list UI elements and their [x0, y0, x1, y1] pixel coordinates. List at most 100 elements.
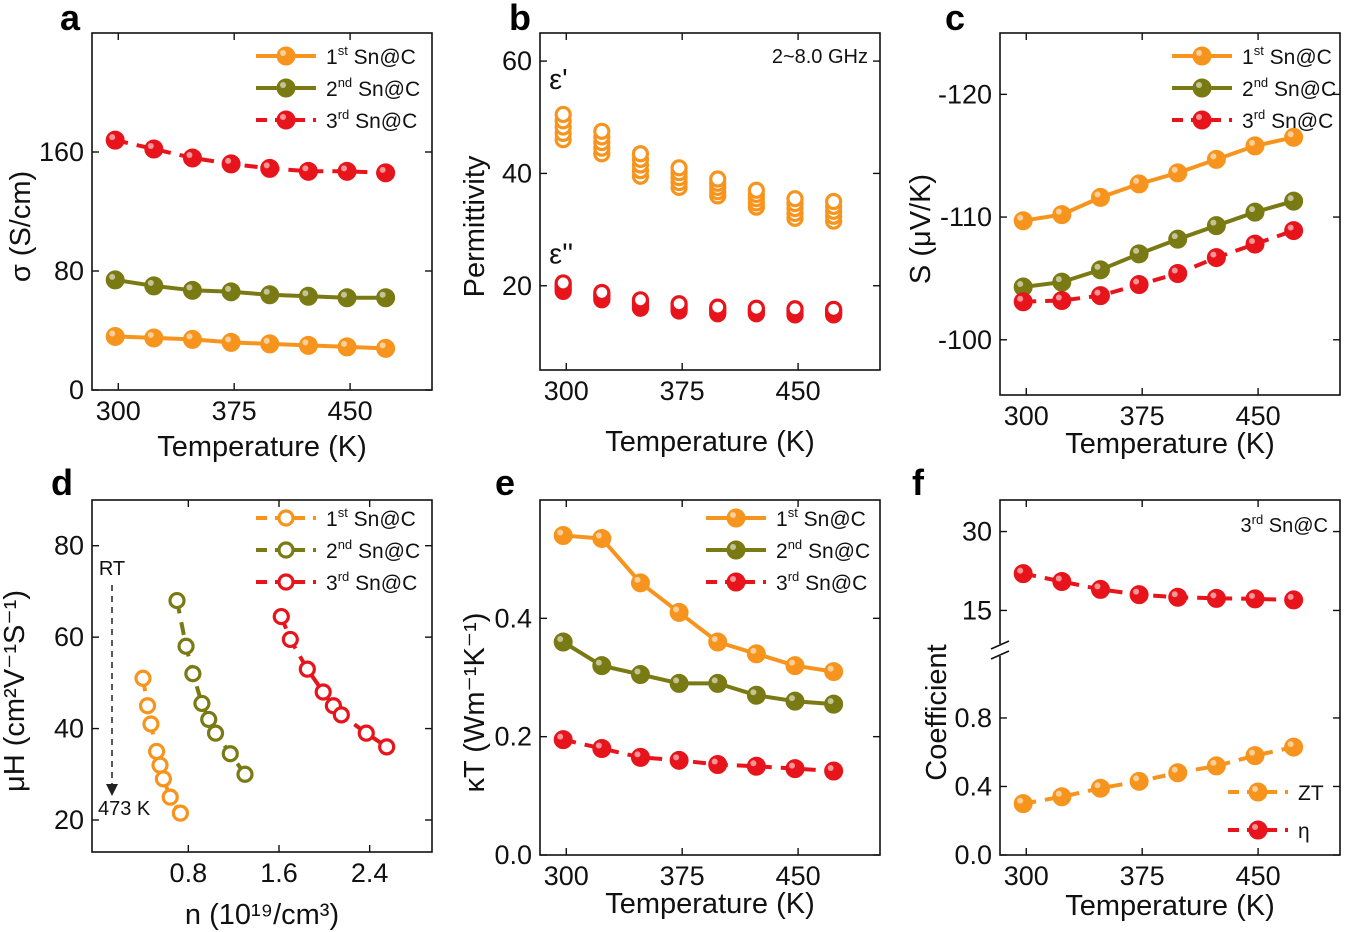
data-point-1 — [824, 662, 844, 682]
data-point-2 — [1245, 202, 1265, 222]
data-point-3 — [824, 761, 844, 781]
data-point-highlight — [1055, 294, 1062, 301]
y-tick-label: 0.0 — [494, 840, 532, 870]
data-point-3 — [1013, 292, 1033, 312]
data-point-highlight — [1287, 593, 1294, 600]
data-point-3 — [630, 747, 650, 767]
data-point-1 — [298, 335, 318, 355]
data-point-highlight — [1252, 824, 1258, 830]
data-point-η — [1284, 590, 1304, 610]
x-tick-label: 300 — [544, 861, 589, 891]
data-point-highlight — [634, 576, 641, 583]
data-point-highlight — [1210, 153, 1217, 160]
data-point-1 — [182, 329, 202, 349]
data-point-3 — [105, 130, 125, 150]
data-point-highlight — [1094, 289, 1101, 296]
data-point-3 — [332, 706, 350, 724]
data-point-highlight — [1210, 592, 1217, 599]
data-point-2 — [260, 285, 280, 305]
data-point-1 — [630, 573, 650, 593]
data-point-1 — [553, 526, 573, 545]
data-point-1 — [148, 742, 166, 761]
data-point-highlight — [730, 512, 736, 518]
x-tick-label: 375 — [1120, 861, 1165, 891]
y-tick-label: -110 — [940, 202, 992, 232]
data-point-highlight — [634, 668, 641, 675]
data-point-1 — [337, 337, 357, 357]
y-tick-label: 80 — [54, 531, 84, 561]
data-point-η — [1206, 588, 1226, 608]
data-point-highlight — [673, 606, 680, 613]
data-point-highlight — [1287, 224, 1294, 231]
legend-label: 2nd Sn@C — [326, 75, 420, 101]
plot-frame-e — [539, 499, 881, 856]
data-point-3 — [298, 660, 316, 678]
data-point-ZT — [1013, 794, 1033, 814]
data-point-highlight — [225, 285, 232, 292]
data-point-highlight — [109, 273, 116, 280]
data-point-legend — [277, 509, 295, 527]
data-point-highlight — [379, 166, 386, 173]
data-point-2 — [337, 288, 357, 308]
data-point-highlight — [225, 336, 232, 343]
data-point-ZT — [1245, 746, 1265, 766]
data-point-highlight — [1210, 251, 1217, 258]
data-point-legend — [726, 540, 746, 560]
x-axis-title: Temperature (K) — [157, 431, 367, 463]
data-point-ZT — [1090, 778, 1110, 798]
y-tick-label: -120 — [938, 79, 992, 109]
legend-label: 3rd Sn@C — [326, 107, 417, 133]
data-point-legend — [276, 110, 296, 130]
data-point-1 — [1052, 205, 1072, 225]
data-point-highlight — [1249, 592, 1255, 599]
panel-letter-e: e — [495, 462, 515, 503]
data-point-1 — [161, 788, 179, 806]
data-point-2 — [1168, 229, 1188, 249]
x-tick-label: 300 — [96, 396, 141, 426]
data-point-ε'' — [747, 299, 765, 317]
panel-d: 0.8 1.6 2.4 20 40 60 80 n (10¹⁹/cm³) μH (cm²V⁻¹S… — [0, 499, 433, 931]
x-tick-label: 2.4 — [351, 858, 389, 888]
data-point-3 — [376, 163, 396, 183]
data-point-ZT — [1129, 771, 1149, 791]
legend-label: 1st Sn@C — [326, 43, 416, 69]
x-tick-label: 375 — [660, 376, 705, 406]
data-point-highlight — [263, 288, 270, 295]
arrow-head-icon — [106, 784, 118, 796]
data-point-ZT — [1206, 756, 1226, 776]
axis-break-gap — [997, 644, 1003, 656]
y-tick-label: 0.2 — [494, 722, 532, 752]
data-point-2 — [785, 691, 805, 711]
data-point-highlight — [827, 698, 834, 705]
sample-annotation: 3rd Sn@C — [1241, 512, 1328, 537]
data-point-highlight — [1287, 741, 1294, 748]
data-point-3 — [785, 759, 805, 779]
x-axis-title: Temperature (K) — [1065, 428, 1275, 460]
data-point-highlight — [379, 342, 386, 349]
y-axis-title: κT (Wm⁻¹K⁻¹) — [459, 613, 491, 793]
data-point-highlight — [1094, 191, 1101, 198]
x-tick-label: 300 — [1004, 401, 1049, 431]
y-axis-title: μH (cm²V⁻¹S⁻¹) — [0, 590, 31, 792]
y-tick-label: 0.0 — [954, 840, 992, 870]
data-point-legend — [277, 541, 295, 559]
data-point-legend — [1248, 820, 1268, 840]
data-point-highlight — [1210, 759, 1217, 766]
data-point-ε'' — [631, 291, 650, 309]
data-point-legend — [276, 78, 296, 98]
data-point-highlight — [595, 742, 602, 749]
data-point-1 — [154, 770, 172, 788]
data-point-highlight — [147, 331, 154, 338]
data-point-2 — [221, 745, 239, 763]
data-point-highlight — [1171, 591, 1178, 598]
data-point-highlight — [341, 291, 347, 298]
x-tick-label: 450 — [776, 861, 821, 891]
data-point-3 — [337, 161, 357, 181]
data-point-3 — [1129, 275, 1149, 295]
data-point-1 — [260, 334, 280, 354]
data-point-2 — [177, 637, 195, 655]
data-point-1 — [171, 804, 189, 822]
data-point-2 — [376, 288, 396, 308]
axis-break-mark — [990, 650, 1010, 660]
data-point-legend — [1248, 782, 1268, 802]
